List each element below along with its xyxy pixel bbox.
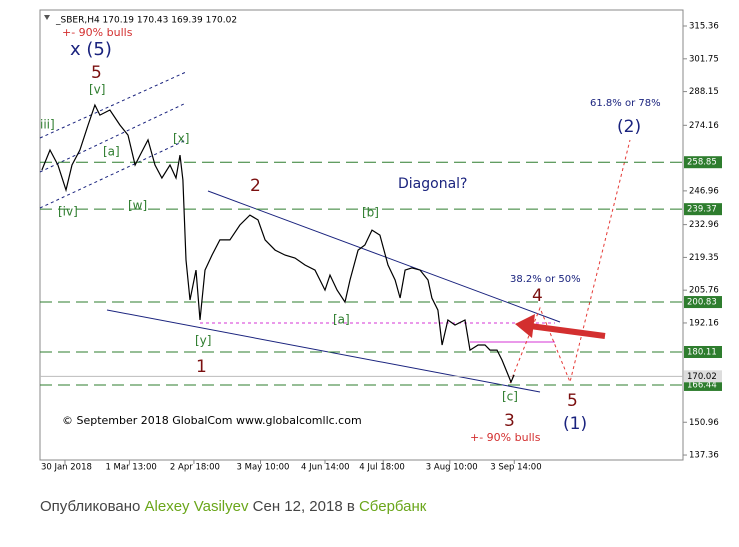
chart: _SBER,H4 170.19 170.43 169.39 170.02 315… — [39, 9, 722, 473]
annotation: (1) — [563, 414, 587, 434]
y-tick-label: 150.96 — [689, 418, 719, 428]
level-label: 166.44 — [687, 380, 717, 390]
annotation: 61.8% or 78% — [590, 98, 661, 109]
annotation: 5 — [567, 391, 578, 411]
last-price-label: 170.02 — [687, 372, 717, 382]
x-tick-label: 3 Sep 14:00 — [490, 463, 541, 473]
annotation: 4 — [532, 286, 543, 306]
x-tick-label: 1 Mar 13:00 — [105, 463, 156, 473]
header: _SBER,H4 170.19 170.43 169.39 170.02 — [55, 16, 237, 26]
level-box — [684, 345, 722, 358]
trend-lines — [39, 71, 561, 393]
x-tick-label: 30 Jan 2018 — [41, 463, 92, 473]
last-price-box — [684, 370, 722, 383]
annotation: 38.2% or 50% — [510, 274, 581, 285]
annotation: 3 — [504, 411, 515, 431]
footer-prefix: Опубликовано — [40, 498, 141, 515]
annotation: [iv] — [58, 205, 78, 219]
y-tick-label: 288.15 — [689, 87, 719, 97]
annotation: [a] — [103, 145, 120, 159]
annotation: +- 90% bulls — [470, 431, 541, 444]
x-tick-label: 2 Apr 18:00 — [170, 463, 220, 473]
y-tick-label: 315.36 — [689, 22, 719, 32]
annotation: © September 2018 GlobalCom www.globalcom… — [62, 414, 362, 427]
level-label: 180.11 — [687, 347, 717, 357]
level-label: 200.83 — [687, 298, 717, 308]
level-box — [684, 156, 722, 169]
level-box — [684, 203, 722, 216]
annotation: x (5) — [70, 39, 112, 60]
projections — [200, 139, 631, 384]
annotation: 5 — [91, 63, 102, 83]
annotation: +- 90% bulls — [62, 26, 133, 39]
arrow — [515, 314, 606, 339]
x-tick-label: 3 Aug 10:00 — [426, 463, 478, 473]
annotation: [v] — [89, 83, 105, 97]
annotation: [a] — [333, 313, 350, 327]
annotation: 2 — [250, 176, 261, 196]
y-tick-label: 232.96 — [689, 220, 719, 230]
footer-in: в — [346, 498, 355, 515]
icon — [44, 15, 50, 20]
annotation: [w] — [128, 199, 147, 213]
price-line — [41, 103, 515, 384]
footer: Опубликовано Alexey Vasilyev Сен 12, 201… — [40, 498, 426, 515]
x-tick-label: 4 Jun 14:00 — [301, 463, 350, 473]
x-tick-label: 3 May 10:00 — [237, 463, 290, 473]
annotation: iii] — [40, 118, 55, 132]
y-tick-label: 205.76 — [689, 286, 719, 296]
plot-frame — [39, 9, 684, 461]
annotation: [x] — [173, 132, 189, 146]
level-box — [684, 296, 722, 309]
annotation: Diagonal? — [398, 176, 467, 192]
annotation: [y] — [195, 334, 211, 348]
y-tick-label: 274.16 — [689, 121, 719, 131]
symbol-link[interactable]: Сбербанк — [358, 498, 427, 515]
y-tick-label: 137.36 — [689, 451, 719, 461]
annotation: 1 — [196, 357, 207, 377]
y-tick-label: 246.96 — [689, 186, 719, 196]
level-label: 258.85 — [687, 158, 717, 168]
annotation: (2) — [617, 117, 641, 137]
level-label: 239.37 — [687, 205, 717, 215]
footer-date: Сен 12, 2018 — [252, 498, 343, 515]
annotation: [c] — [502, 390, 518, 404]
y-tick-label: 301.75 — [689, 54, 719, 64]
y-tick-label: 219.35 — [689, 253, 719, 263]
author-link[interactable]: Alexey Vasilyev — [144, 498, 249, 515]
x-tick-label: 4 Jul 18:00 — [359, 463, 405, 473]
y-tick-label: 192.16 — [689, 318, 719, 328]
annotation: [b] — [362, 206, 379, 220]
